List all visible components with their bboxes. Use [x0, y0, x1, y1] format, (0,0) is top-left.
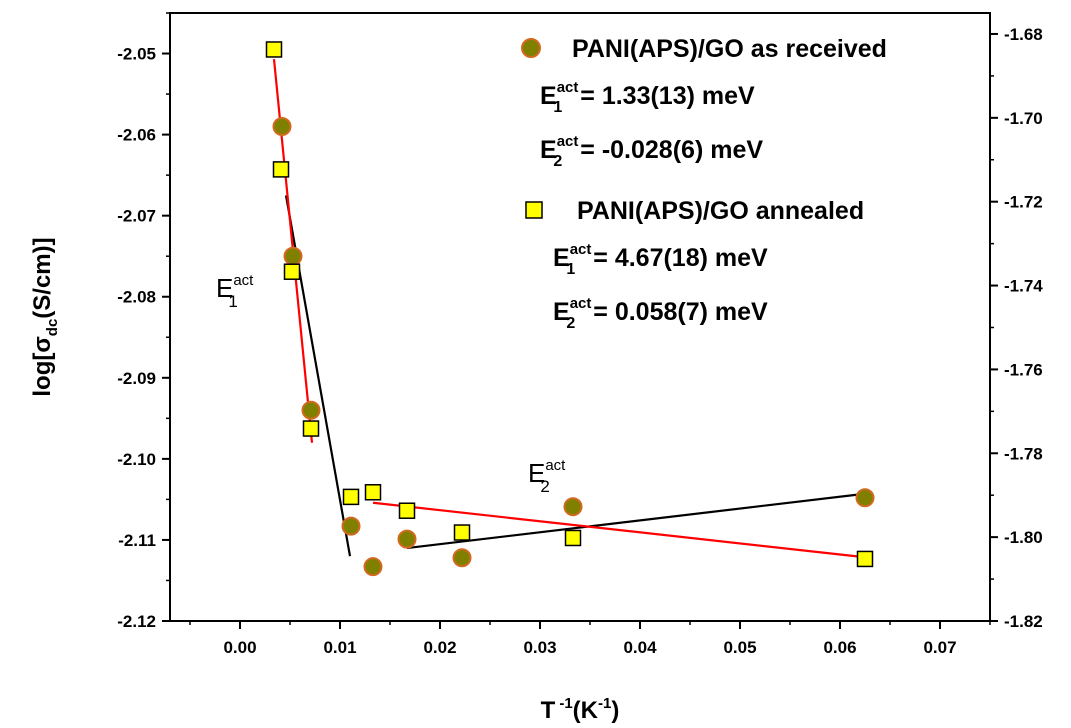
annotation-e1: Eact 1	[216, 272, 254, 311]
data-point-circle	[283, 246, 303, 266]
y-axis-label: log[σdc(S/cm)]	[29, 237, 61, 396]
axis-ticks: 0.00 0.01 0.02 0.03 0.04 0.05 0.06 0.07 -2.05 -2.…	[117, 12, 1043, 657]
data-point-circle	[397, 529, 417, 549]
y-left-tick-label: -2.10	[117, 450, 156, 469]
legend-e1-annealed: Eact 1 = 4.67(18) meV	[553, 241, 768, 278]
x-tick-label: 0.05	[723, 638, 756, 657]
data-point-square	[364, 484, 382, 501]
data-point-circle	[452, 548, 472, 568]
x-tick-label: 0.03	[523, 638, 556, 657]
y-left-tick-label: -2.11	[118, 531, 156, 550]
y-left-tick-label: -2.07	[117, 207, 156, 226]
data-point-square	[342, 488, 360, 506]
data-point-circle	[363, 557, 383, 577]
x-tick-label: 0.06	[823, 638, 856, 657]
legend-e1-received: Eact 1 = 1.33(13) meV	[540, 79, 755, 116]
annotation-e2: Eact 2	[528, 457, 566, 496]
x-tick-label: 0.02	[423, 638, 456, 657]
data-point-square	[856, 550, 874, 568]
data-points	[265, 41, 875, 577]
data-point-circle	[301, 400, 321, 420]
data-point-square	[398, 502, 416, 519]
y-right-tick-label: -1.70	[1004, 109, 1043, 128]
y-left-tick-label: -2.09	[117, 369, 156, 388]
legend-e2-annealed: Eact 2 = 0.058(7) meV	[553, 295, 768, 332]
y-right-tick-label: -1.80	[1004, 528, 1043, 547]
legend-marker-annealed	[525, 201, 543, 219]
y-right-tick-label: -1.68	[1004, 25, 1043, 44]
data-point-square	[272, 161, 290, 178]
data-point-circle	[341, 516, 361, 536]
y-left-tick-label: -2.06	[117, 126, 156, 145]
y-left-tick-label: -2.12	[117, 612, 156, 631]
data-point-circle	[272, 116, 292, 136]
legend-label-received: PANI(APS)/GO as received	[572, 35, 887, 63]
y-left-tick-label: -2.05	[117, 45, 156, 64]
y-right-tick-label: -1.78	[1004, 444, 1043, 463]
legend-marker-received	[521, 38, 541, 58]
x-tick-label: 0.04	[623, 638, 657, 657]
y-right-tick-label: -1.82	[1004, 612, 1043, 631]
legend-label-annealed: PANI(APS)/GO annealed	[577, 197, 864, 225]
data-point-square	[564, 529, 582, 547]
y-right-tick-label: -1.72	[1004, 193, 1043, 212]
y-right-tick-label: -1.74	[1004, 277, 1043, 296]
data-point-circle	[855, 488, 875, 508]
data-point-square	[265, 41, 283, 58]
plot-frame	[169, 12, 991, 622]
x-tick-label: 0.00	[223, 638, 256, 657]
legend: PANI(APS)/GO as received Eact 1 = 1.33(13)…	[521, 35, 887, 332]
x-axis-label: T -1(K-1)	[541, 695, 620, 724]
data-point-square	[283, 263, 301, 280]
legend-e2-received: Eact 2 = -0.028(6) meV	[540, 133, 763, 170]
fit-line	[406, 492, 866, 550]
data-point-square	[302, 420, 320, 437]
data-point-circle	[563, 497, 583, 517]
y-right-tick-label: -1.76	[1004, 360, 1043, 379]
x-tick-label: 0.07	[923, 638, 956, 657]
x-tick-label: 0.01	[323, 638, 356, 657]
y-left-tick-label: -2.08	[117, 288, 156, 307]
data-point-square	[453, 524, 471, 541]
fit-line	[372, 501, 866, 559]
